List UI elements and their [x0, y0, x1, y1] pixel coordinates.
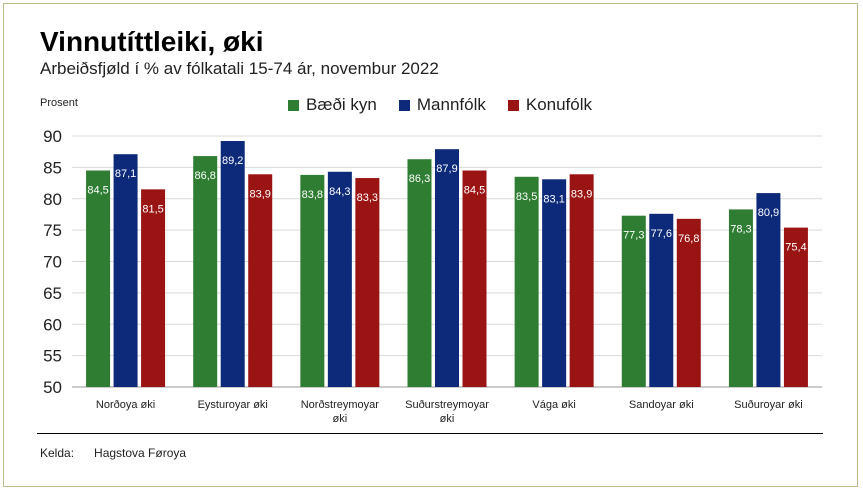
chart-subtitle: Arbeiðsfjøld í % av fólkatali 15-74 ár, …: [40, 59, 439, 78]
bar: [113, 154, 138, 387]
data-label: 83,9: [250, 188, 271, 200]
legend-label-men: Mannfólk: [416, 95, 486, 114]
legend-item-women: Konufólk: [507, 95, 593, 115]
legend: Bæði kyn Mannfólk Konufólk: [288, 95, 592, 115]
data-label: 89,2: [222, 155, 243, 167]
bar: [300, 174, 325, 387]
bar: [248, 174, 273, 387]
y-axis-label: Prosent: [40, 97, 78, 109]
data-label: 83,8: [302, 189, 323, 201]
bar: [86, 170, 111, 387]
x-tick-label: øki: [440, 413, 455, 425]
bar: [514, 176, 539, 387]
x-tick-label: Norðstreymoyar: [301, 399, 380, 411]
y-tick-label: 60: [43, 315, 62, 334]
bar: [756, 193, 781, 387]
x-tick-label: Norðoya øki: [96, 399, 155, 411]
bar: [569, 174, 594, 387]
y-tick-label: 80: [43, 190, 62, 209]
bar: [327, 171, 352, 387]
data-label: 86,3: [409, 173, 430, 185]
legend-label-women: Konufólk: [525, 95, 593, 114]
legend-swatch-women: [507, 99, 519, 111]
bar: [355, 178, 380, 387]
data-label: 83,3: [357, 192, 378, 204]
y-tick-label: 70: [43, 253, 62, 272]
bar: [220, 141, 245, 387]
data-label: 80,9: [758, 207, 779, 219]
y-tick-label: 55: [43, 347, 62, 366]
chart-title: Vinnutíttleiki, øki: [40, 26, 264, 57]
data-label: 87,1: [115, 168, 136, 180]
legend-item-men: Mannfólk: [398, 95, 486, 115]
bar: [542, 179, 567, 387]
source-divider: [37, 433, 823, 434]
data-label: 86,8: [195, 170, 216, 182]
bar: [193, 156, 218, 387]
bar: [649, 213, 674, 387]
data-label: 81,5: [142, 203, 163, 215]
legend-label-both: Bæði kyn: [306, 95, 377, 114]
y-tick-label: 50: [43, 378, 62, 397]
bar: [783, 227, 808, 387]
source-value: Hagstova Føroya: [94, 446, 187, 460]
bar: [676, 218, 701, 387]
data-label: 83,1: [543, 193, 564, 205]
x-tick-label: Eysturoyar øki: [198, 399, 268, 411]
x-tick-label: Vága øki: [532, 399, 575, 411]
bar: [621, 215, 646, 387]
bar: [407, 159, 432, 387]
data-label: 87,9: [436, 163, 457, 175]
y-tick-label: 90: [43, 127, 62, 146]
y-tick-label: 85: [43, 158, 62, 177]
bar: [141, 189, 166, 387]
source-label: Kelda:: [40, 446, 75, 460]
x-tick-label: Suðuroyar øki: [734, 399, 802, 411]
chart-frame: [3, 3, 858, 487]
data-label: 77,6: [651, 228, 672, 240]
x-tick-label: øki: [333, 413, 348, 425]
data-label: 84,5: [87, 185, 108, 197]
legend-item-both: Bæði kyn: [288, 95, 377, 115]
data-label: 75,4: [785, 242, 806, 254]
y-tick-label: 75: [43, 221, 62, 240]
legend-swatch-both: [288, 99, 299, 111]
data-label: 84,3: [329, 186, 350, 198]
data-label: 83,5: [516, 191, 537, 203]
source-note: Kelda: Hagstova Føroya: [40, 446, 186, 460]
y-tick-label: 65: [43, 284, 62, 303]
x-tick-label: Sandoyar øki: [629, 399, 694, 411]
bar: [728, 209, 753, 387]
data-label: 84,5: [464, 185, 485, 197]
data-label: 78,3: [730, 223, 751, 235]
data-label: 76,8: [678, 233, 699, 245]
data-label: 83,9: [571, 188, 592, 200]
x-tick-label: Suðurstreymoyar: [405, 399, 489, 411]
data-label: 77,3: [623, 230, 644, 242]
legend-swatch-men: [398, 99, 410, 111]
bar: [435, 149, 459, 387]
bar: [462, 170, 487, 387]
